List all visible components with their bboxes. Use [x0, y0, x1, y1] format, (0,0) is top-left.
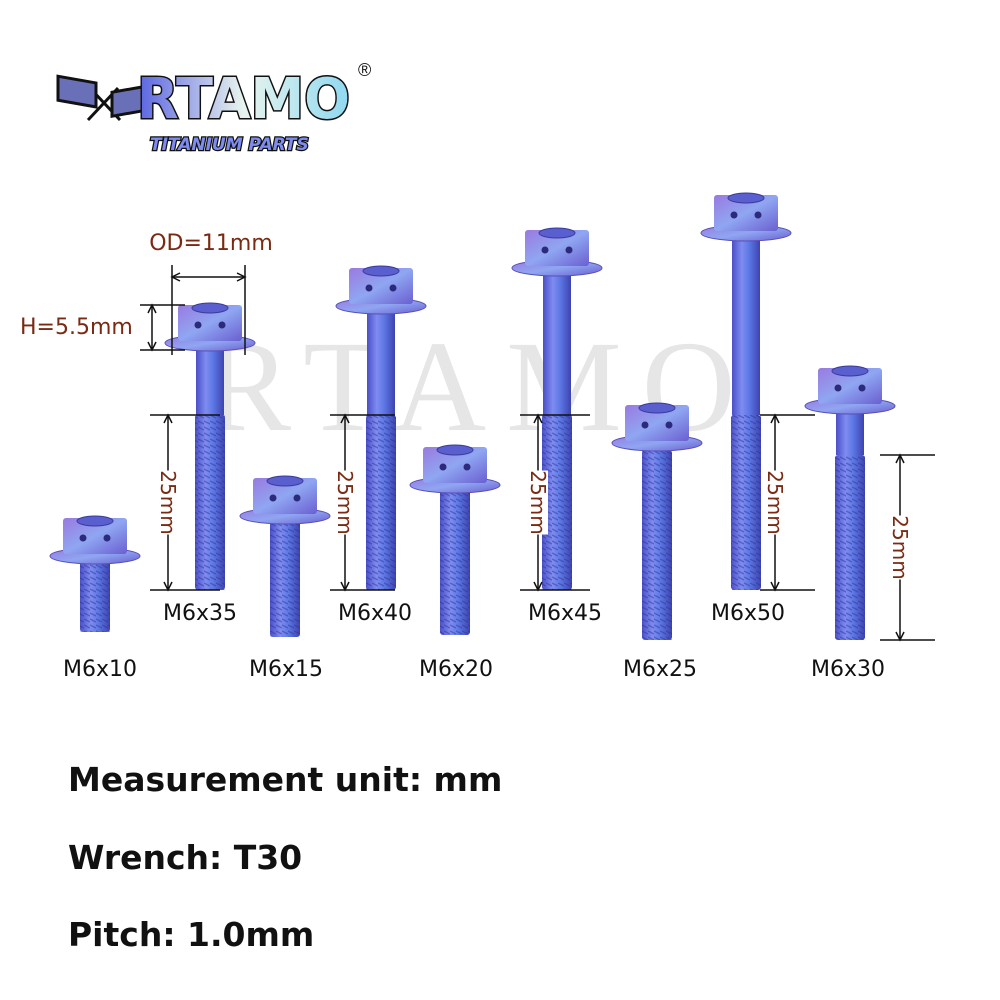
drilled-hole: [541, 246, 549, 254]
drilled-hole: [665, 421, 673, 429]
drilled-hole: [641, 421, 649, 429]
drilled-hole: [463, 463, 471, 471]
bolt-shank: [543, 268, 571, 415]
thread-texture: [835, 455, 865, 640]
dimension-arrow: [533, 413, 543, 592]
bolt-size-label: M6x40: [338, 601, 412, 626]
checkered-flags-icon: [56, 74, 152, 122]
dimension-arrow: [895, 453, 905, 642]
bolt: M6x35: [163, 302, 256, 626]
bolt-head: [714, 195, 778, 231]
outer-diameter-label: OD=11mm: [149, 231, 273, 256]
drilled-hole: [103, 534, 111, 542]
bolt-head: [818, 368, 882, 404]
hex-socket-icon: [191, 302, 229, 314]
hex-socket-icon: [362, 265, 400, 277]
drilled-hole: [834, 384, 842, 392]
drilled-hole: [365, 284, 373, 292]
bolt-head: [525, 230, 589, 266]
bolt-shank: [732, 233, 760, 415]
bolt: M6x10: [49, 515, 141, 682]
bolt-head: [423, 447, 487, 483]
bolt-shank: [196, 343, 224, 415]
dimension-arrow: [163, 413, 173, 592]
drilled-hole: [269, 494, 277, 502]
bolt-shank: [367, 306, 395, 415]
bolt: M6x50: [700, 192, 792, 626]
thread-length-label: 25mm: [526, 470, 550, 534]
bolt-size-label: M6x50: [711, 601, 785, 626]
label-backdrop: [765, 470, 785, 535]
drilled-hole: [565, 246, 573, 254]
spec-pitch: Pitch: 1.0mm: [68, 915, 315, 954]
head-height-label: H=5.5mm: [20, 315, 133, 340]
bolt: M6x30: [804, 365, 896, 682]
bolt: M6x45: [511, 227, 603, 626]
drilled-hole: [194, 321, 202, 329]
bolt-head: [63, 518, 127, 554]
hex-socket-icon: [638, 402, 676, 414]
drilled-hole: [218, 321, 226, 329]
logo-registered: ®: [358, 60, 371, 80]
bolt: M6x15: [239, 475, 331, 682]
hex-socket-icon: [727, 192, 765, 204]
bolt-head: [178, 305, 242, 341]
bolt-head: [253, 478, 317, 514]
bolt: M6x40: [335, 265, 427, 626]
thread-texture: [731, 415, 761, 590]
label-backdrop: [890, 515, 910, 580]
spec-wrench: Wrench: T30: [68, 838, 303, 877]
bolt-size-label: M6x20: [419, 657, 493, 682]
label-backdrop: [528, 470, 548, 535]
bolt-size-label: M6x10: [63, 657, 137, 682]
dimension-arrow: [170, 272, 247, 282]
logo-brand: RTAMO: [137, 67, 350, 132]
bolt-size-label: M6x25: [623, 657, 697, 682]
drilled-hole: [858, 384, 866, 392]
drilled-hole: [293, 494, 301, 502]
hex-socket-icon: [266, 475, 304, 487]
thread-texture: [642, 450, 672, 640]
bolt-head: [625, 405, 689, 441]
thread-length-label: 25mm: [763, 470, 787, 534]
hex-socket-icon: [436, 444, 474, 456]
thread-texture: [440, 490, 470, 635]
thread-length-label: 25mm: [888, 515, 912, 579]
thread-texture: [270, 518, 300, 637]
thread-length-label: 25mm: [333, 470, 357, 534]
drilled-hole: [79, 534, 87, 542]
label-backdrop: [335, 470, 355, 535]
drilled-hole: [439, 463, 447, 471]
bolt-size-label: M6x35: [163, 601, 237, 626]
dimension-arrow: [147, 303, 157, 352]
thread-texture: [195, 415, 225, 590]
hex-socket-icon: [831, 365, 869, 377]
bolt-size-label: M6x45: [528, 601, 602, 626]
dimension-arrow: [770, 413, 780, 592]
bolt: M6x20: [409, 444, 501, 682]
bolt: M6x25: [611, 402, 703, 682]
drilled-hole: [754, 211, 762, 219]
bolt-size-label: M6x15: [249, 657, 323, 682]
bolt-size-label: M6x30: [811, 657, 885, 682]
brand-logo: RTAMO ® TITANIUM PARTS: [56, 60, 371, 156]
bolt-head: [349, 268, 413, 304]
hex-socket-icon: [538, 227, 576, 239]
thread-length-label: 25mm: [156, 470, 180, 534]
logo-tagline: TITANIUM PARTS: [150, 135, 309, 155]
label-backdrop: [158, 470, 178, 535]
dimension-arrow: [340, 413, 350, 592]
drilled-hole: [730, 211, 738, 219]
thread-texture: [366, 415, 396, 590]
drilled-hole: [389, 284, 397, 292]
spec-measurement-unit: Measurement unit: mm: [68, 760, 503, 799]
thread-texture: [80, 558, 110, 632]
hex-socket-icon: [76, 515, 114, 527]
